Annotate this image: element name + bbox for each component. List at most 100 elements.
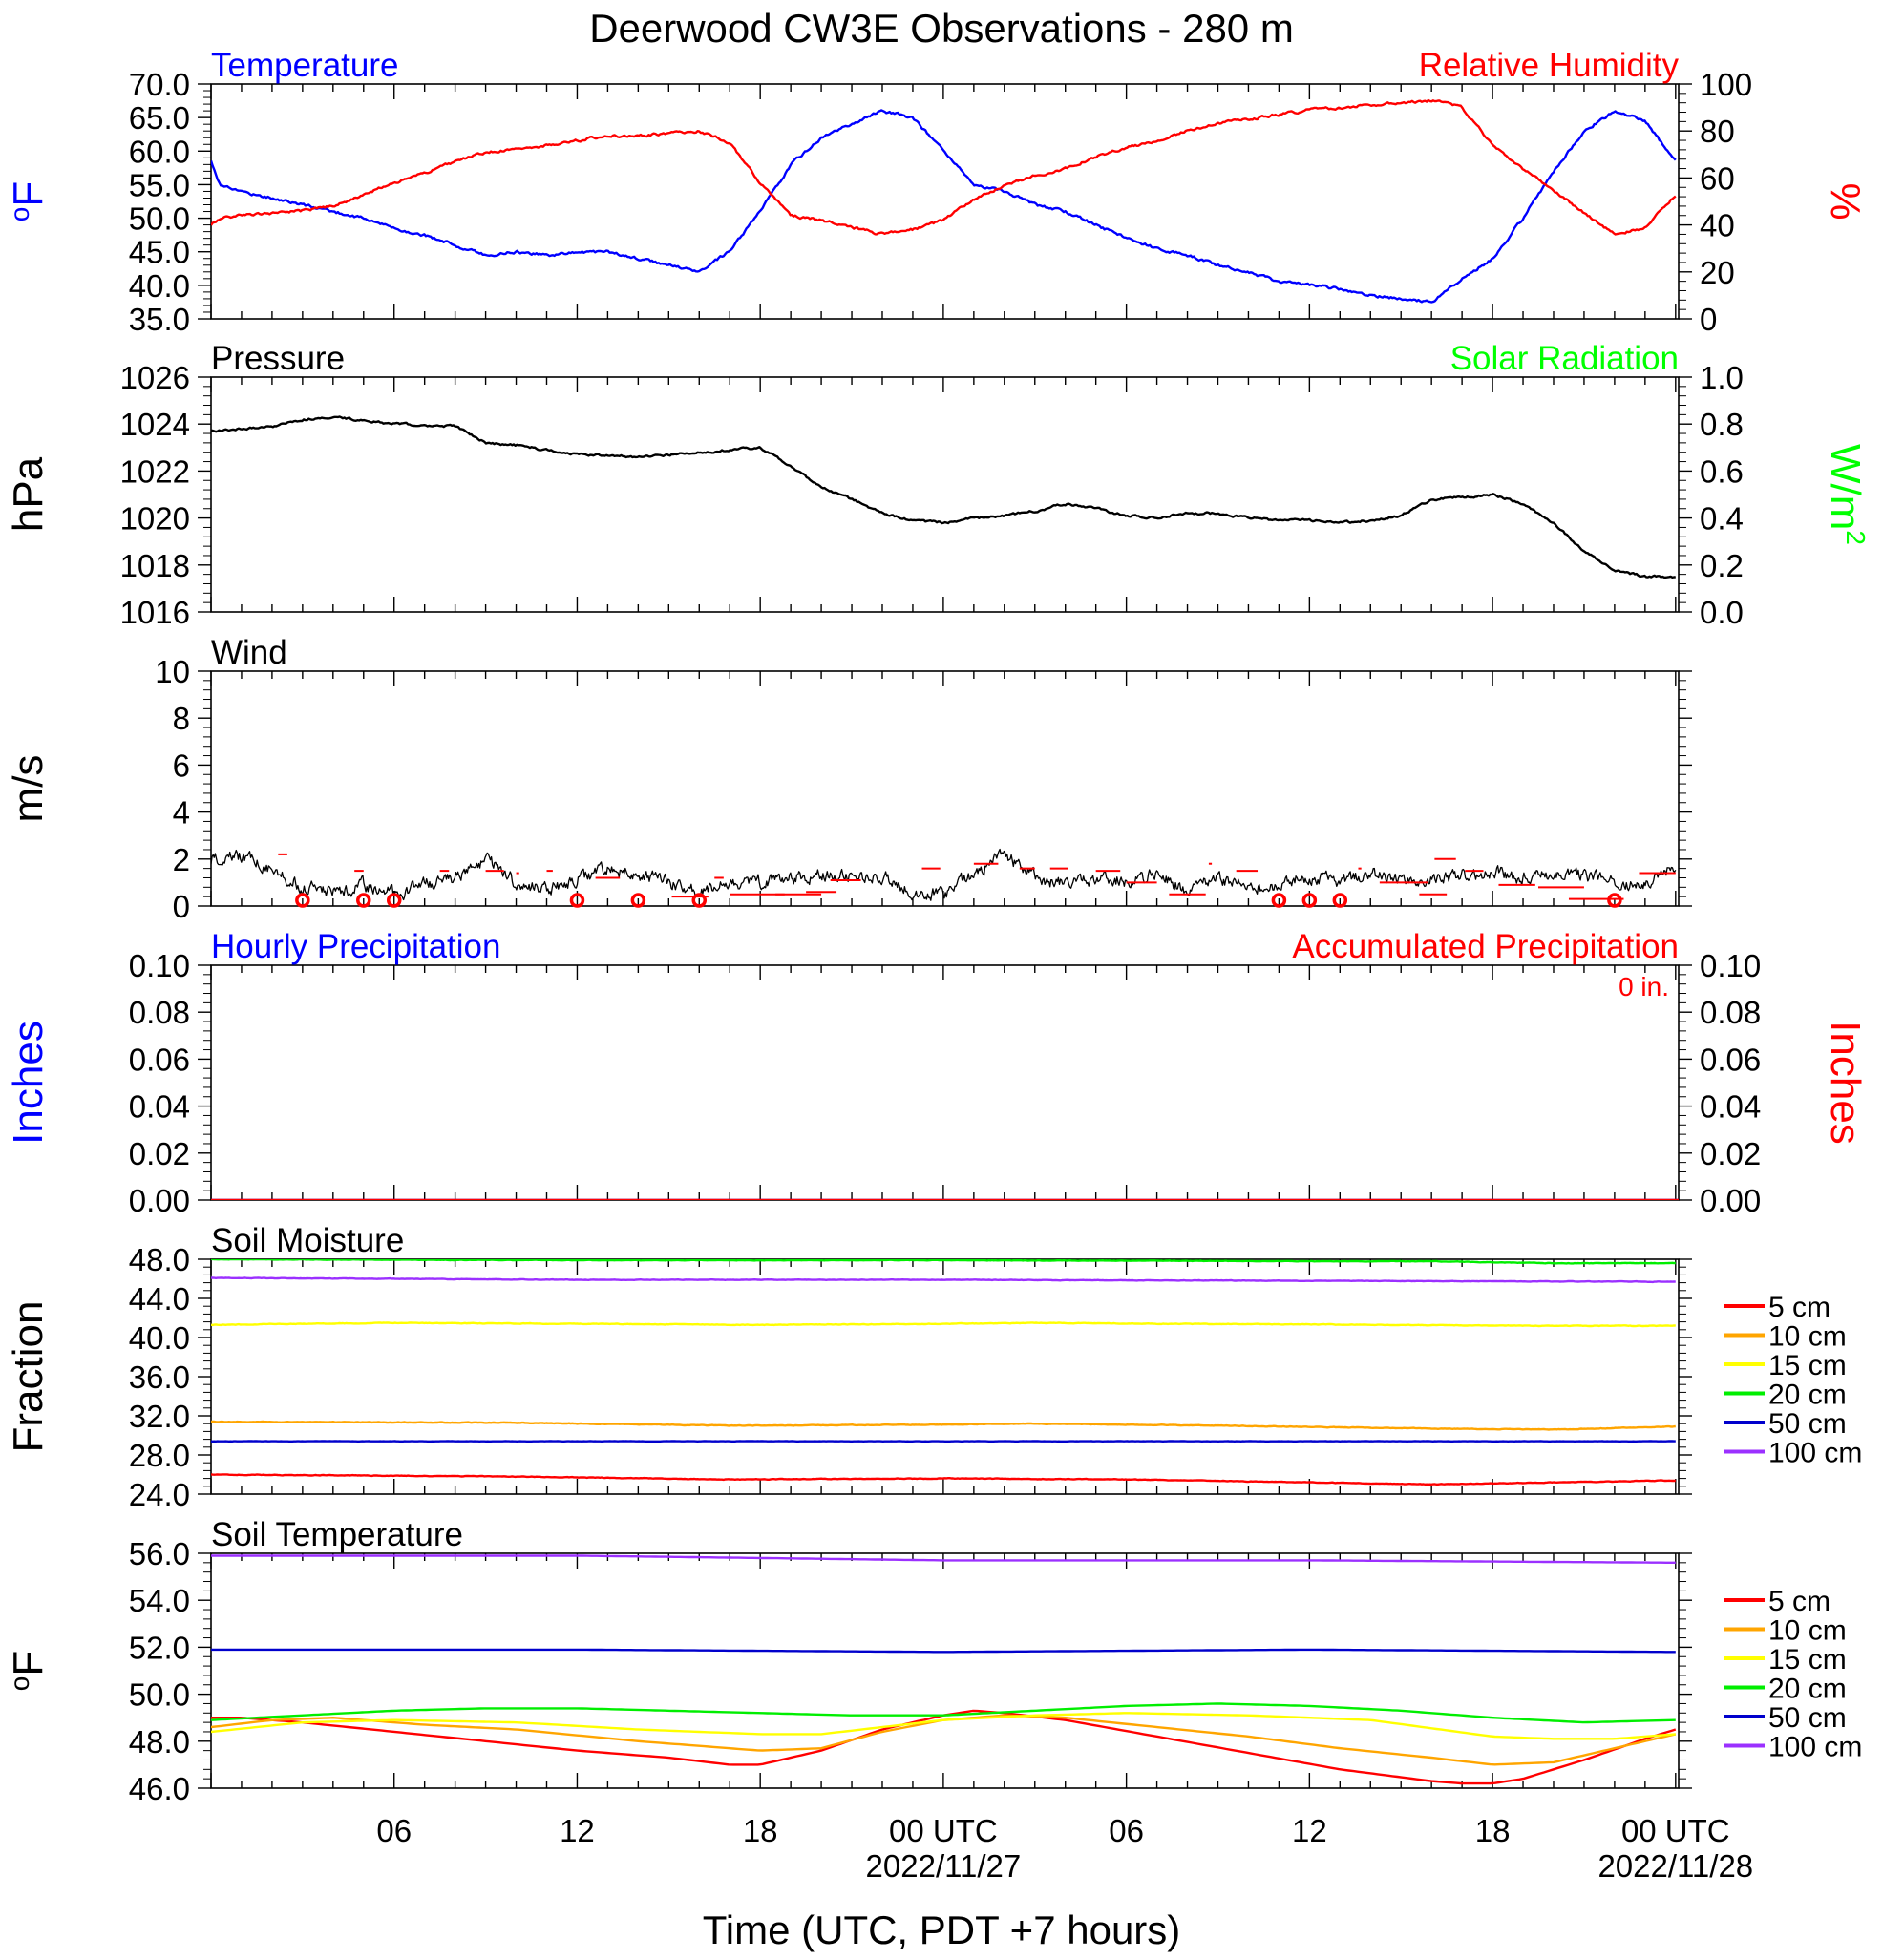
series-line-left — [211, 848, 1677, 901]
series-group — [211, 1259, 1676, 1486]
series-line-100cm — [211, 1554, 1676, 1564]
y-axis-label-right: Inches — [1822, 1021, 1869, 1145]
y-tick-label-right: 0.08 — [1700, 995, 1761, 1030]
y-tick-label-left: 0.08 — [129, 995, 190, 1030]
soil-moisture-panel: 24.0 28.0 32.0 36.040.044.0 48.0 Soil Moistur… — [5, 1222, 1862, 1512]
wind-calm-marker — [1301, 893, 1318, 908]
y-tick-label-left: 36.0 — [129, 1359, 190, 1395]
series-line-15cm — [211, 1321, 1676, 1328]
y-tick-label-right: 1.0 — [1700, 360, 1744, 395]
y-tick-label-right: 60 — [1700, 160, 1735, 196]
precipitation-panel: 0.00 0.02 0.04 0.06 0.08 0.10 0.00 0.02 0.04 0.06… — [5, 928, 1869, 1218]
y-tick-label-right: 100 — [1700, 67, 1752, 102]
y-tick-label-left: 1022 — [120, 453, 190, 489]
legend-label: 5 cm — [1768, 1586, 1830, 1617]
x-tick-label: 12 — [1292, 1813, 1327, 1848]
series-line-100cm — [211, 1276, 1676, 1284]
wind-calm-marker — [691, 893, 708, 908]
wind-calm-marker — [1271, 893, 1287, 908]
series-group — [211, 1554, 1677, 1785]
legend-label: 10 cm — [1768, 1321, 1847, 1353]
y-axis-label-left: oF — [5, 181, 52, 221]
y-tick-label-left: 2 — [173, 842, 190, 877]
y-axis-label-left: Inches — [5, 1021, 52, 1145]
x-tick-label: 18 — [743, 1813, 778, 1848]
panel-title-left: Soil Moisture — [211, 1222, 404, 1259]
legend-label: 15 cm — [1768, 1644, 1847, 1675]
y-tick-label-right: 0.06 — [1700, 1042, 1761, 1077]
y-tick-label-right: 0.02 — [1700, 1136, 1761, 1171]
x-tick-label: 00 UTC — [1621, 1813, 1730, 1848]
series-line-5cm — [211, 1473, 1676, 1486]
pressure-solar-panel: 1016 1018 1020 1022 1024 1026 0.0 0.2 0.4 0.6 0.8 1… — [5, 340, 1871, 630]
y-tick-label-left: 40.0 — [129, 1320, 190, 1356]
legend-label: 20 cm — [1768, 1380, 1847, 1411]
y-axis-label-right: % — [1822, 182, 1869, 220]
panel-title-right: Solar Radiation — [1450, 340, 1679, 377]
y-tick-label-left: 1024 — [120, 407, 190, 442]
y-tick-label-left: 0.04 — [129, 1089, 190, 1125]
legend-label: 20 cm — [1768, 1674, 1847, 1705]
y-tick-label-left: 0.00 — [129, 1183, 190, 1218]
y-tick-label-left: 45.0 — [129, 235, 190, 270]
y-tick-label-right: 40 — [1700, 208, 1735, 243]
y-axis-label-left: hPa — [5, 456, 52, 532]
series-line-10cm — [211, 1420, 1676, 1431]
plot-frame — [210, 670, 1680, 907]
y-tick-label-left: 52.0 — [129, 1630, 190, 1665]
series-line-right — [211, 98, 1677, 236]
y-tick-label-right: 0.10 — [1700, 948, 1761, 983]
series-group — [211, 98, 1677, 304]
plot-frame — [210, 1552, 1680, 1789]
y-tick-label-left: 0.10 — [129, 948, 190, 983]
plot-frame — [210, 964, 1680, 1201]
legend-label: 15 cm — [1768, 1350, 1847, 1381]
x-tick-label: 12 — [560, 1813, 595, 1848]
y-tick-label-left: 50.0 — [129, 1677, 190, 1713]
wind-calm-marker — [356, 893, 371, 908]
y-tick-label-left: 0 — [173, 889, 190, 924]
y-tick-label-left: 56.0 — [129, 1536, 190, 1571]
panel-title-left: Hourly Precipitation — [211, 928, 500, 965]
x-tick-label: 18 — [1475, 1813, 1511, 1848]
y-tick-label-left: 1016 — [120, 595, 190, 630]
y-tick-label-left: 1020 — [120, 501, 190, 537]
legend-label: 100 cm — [1768, 1438, 1862, 1469]
y-tick-label-right: 80 — [1700, 114, 1735, 149]
series-line-20cm — [211, 1259, 1676, 1265]
y-axis-label-left: oF — [5, 1651, 52, 1691]
wind-calm-marker — [1332, 893, 1348, 908]
y-tick-label-left: 4 — [173, 795, 190, 831]
soil-temperature-panel: 46.0 48.0 50.0 52.0 54.0 56.0 Soil Temperature… — [5, 1516, 1862, 1806]
y-tick-label-left: 40.0 — [129, 268, 190, 304]
panel-title-right: Relative Humidity — [1419, 47, 1680, 84]
y-tick-label-left: 50.0 — [129, 201, 190, 237]
y-tick-label-right: 0.6 — [1700, 453, 1744, 489]
panel-title-left: Pressure — [211, 340, 345, 377]
y-tick-label-left: 8 — [173, 701, 190, 736]
y-tick-label-right: 0.4 — [1700, 501, 1744, 537]
series-line-50cm — [211, 1648, 1676, 1654]
wind-calm-marker — [386, 893, 402, 908]
y-tick-label-left: 1026 — [120, 360, 190, 395]
series-group — [211, 848, 1677, 901]
y-tick-label-left: 48.0 — [129, 1242, 190, 1277]
series-line-10cm — [211, 1714, 1677, 1766]
panel-title-left: Wind — [211, 634, 287, 671]
panel-title-right: Accumulated Precipitation — [1292, 928, 1679, 965]
legend-label: 100 cm — [1768, 1732, 1862, 1763]
legend-label: 5 cm — [1768, 1292, 1830, 1323]
y-tick-label-left: 24.0 — [129, 1477, 190, 1512]
y-tick-label-left: 6 — [173, 748, 190, 783]
y-tick-label-left: 60.0 — [129, 134, 190, 169]
plot-frame — [210, 376, 1680, 613]
y-tick-label-right: 0.0 — [1700, 595, 1744, 630]
y-tick-label-left: 10 — [155, 654, 190, 689]
x-tick-label: 06 — [376, 1813, 412, 1848]
y-tick-label-right: 0.2 — [1700, 548, 1744, 583]
y-tick-label-left: 35.0 — [129, 302, 190, 337]
accumulated-precip-total: 0 in. — [1619, 972, 1669, 1001]
y-tick-label-right: 0.8 — [1700, 407, 1744, 442]
temperature-humidity-panel: 35.040.045.050.055.060.065.070.0 0 20 40 60 8… — [5, 47, 1869, 337]
